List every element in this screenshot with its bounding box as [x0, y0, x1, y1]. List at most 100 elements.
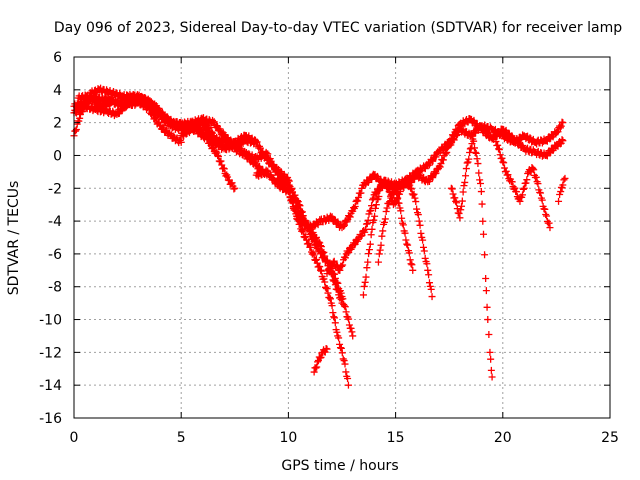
data-point [519, 185, 527, 193]
data-point [492, 138, 500, 146]
data-point [81, 101, 89, 109]
data-point [219, 164, 227, 172]
data-point [313, 363, 321, 371]
data-point [395, 199, 403, 207]
data-point [451, 194, 459, 202]
y-tick-label: -6 [48, 247, 62, 263]
data-point [496, 130, 504, 138]
data-point [308, 230, 316, 238]
data-point [72, 127, 80, 135]
data-point [537, 189, 545, 197]
data-point [323, 257, 331, 265]
chart-title: Day 096 of 2023, Sidereal Day-to-day VTE… [54, 20, 622, 36]
data-point [291, 204, 299, 212]
y-tick-label: -16 [39, 411, 62, 427]
data-point [409, 266, 417, 274]
data-point [341, 303, 349, 311]
data-point [317, 267, 325, 275]
data-point [363, 264, 371, 272]
data-point [452, 199, 460, 207]
data-point [432, 153, 440, 161]
data-point [328, 271, 336, 279]
data-point [312, 256, 320, 264]
data-point [315, 238, 323, 246]
data-point [182, 130, 190, 138]
data-point [328, 302, 336, 310]
data-point [366, 207, 374, 215]
y-axis-label: SDTVAR / TECUs [6, 181, 22, 296]
series-arc-n [490, 132, 554, 232]
data-point [448, 185, 456, 193]
data-point [358, 184, 366, 192]
data-point [303, 236, 311, 244]
data-point [357, 189, 365, 197]
data-point [385, 199, 393, 207]
y-tick-label: -8 [48, 280, 62, 296]
data-point [472, 149, 480, 157]
data-point [484, 316, 492, 324]
data-point [530, 166, 538, 174]
data-point [465, 155, 473, 163]
data-point [345, 315, 353, 323]
data-point [357, 232, 365, 240]
data-point [462, 165, 470, 173]
series-arc-e [177, 119, 357, 340]
data-point [557, 188, 565, 196]
data-point [302, 233, 310, 241]
data-point [369, 194, 377, 202]
data-point [399, 221, 407, 229]
data-point [408, 261, 416, 269]
data-point [406, 256, 414, 264]
data-point [354, 197, 362, 205]
data-point [379, 227, 387, 235]
data-point [371, 204, 379, 212]
data-point [406, 181, 414, 189]
data-point [534, 180, 542, 188]
data-point [488, 373, 496, 381]
data-point [326, 212, 334, 220]
series-arc-k [359, 176, 436, 301]
y-tick-label: -14 [39, 378, 62, 394]
data-point [354, 193, 362, 201]
data-point [368, 225, 376, 233]
y-tick-label: 6 [53, 50, 62, 66]
data-point [202, 125, 210, 133]
data-point [411, 194, 419, 202]
data-point [482, 275, 490, 283]
data-point [365, 250, 373, 258]
data-point [415, 217, 423, 225]
data-point [432, 169, 440, 177]
data-point [275, 175, 283, 183]
data-point [526, 134, 534, 142]
data-point [487, 355, 495, 363]
y-tick-label: -2 [48, 181, 62, 197]
data-point [459, 188, 467, 196]
data-point [458, 197, 466, 205]
data-point [424, 266, 432, 274]
data-point [511, 184, 519, 192]
data-point [342, 368, 350, 376]
data-point [366, 240, 374, 248]
data-point [329, 276, 337, 284]
data-point [513, 188, 521, 196]
x-tick-label: 20 [494, 430, 512, 446]
data-point [345, 321, 353, 329]
data-point [439, 156, 447, 164]
data-point [322, 283, 330, 291]
data-point [460, 182, 468, 190]
data-point [365, 246, 373, 254]
data-point [362, 273, 370, 281]
data-point [320, 275, 328, 283]
data-point [326, 295, 334, 303]
data-point [204, 131, 212, 139]
data-point [457, 206, 465, 214]
x-tick-label: 5 [177, 430, 186, 446]
data-point [323, 345, 331, 353]
axis-ticks: -16 -14 -12 -10 -8 -6 -4 -2 0 2 4 6 0 5 10 15 20 25 [39, 50, 619, 446]
data-point [545, 219, 553, 227]
data-point [344, 374, 352, 382]
data-series [70, 84, 569, 389]
data-point [346, 213, 354, 221]
data-point [560, 176, 568, 184]
data-point [214, 151, 222, 159]
